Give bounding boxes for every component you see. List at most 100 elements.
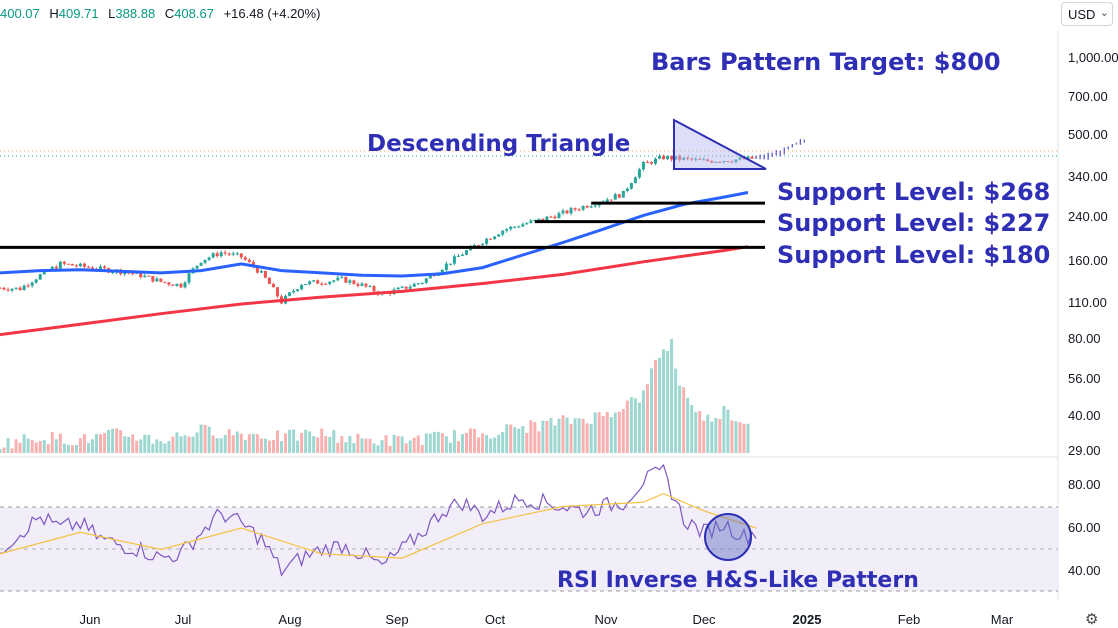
ma-slow-line — [0, 245, 749, 337]
candle-body — [493, 236, 497, 240]
low-label: L — [108, 6, 116, 21]
volume-bar — [525, 432, 529, 453]
candle-body — [489, 238, 493, 240]
time-tick-label: Mar — [991, 612, 1014, 627]
candle-body — [18, 287, 22, 291]
volume-bar — [62, 443, 66, 453]
candle-body — [625, 188, 629, 191]
volume-bar — [364, 438, 368, 453]
volume-bar — [34, 442, 38, 453]
volume-bar — [726, 409, 730, 453]
candle-body — [247, 259, 251, 262]
volume-bar — [529, 420, 533, 453]
volume-bar — [505, 424, 509, 453]
volume-bar — [384, 435, 388, 453]
candle-body — [308, 281, 312, 285]
candle-body — [473, 245, 477, 247]
volume-bar — [280, 441, 284, 453]
candle-body — [694, 158, 698, 160]
candle-body — [203, 259, 207, 263]
volume-bar — [609, 417, 613, 453]
volume-bar — [42, 440, 46, 453]
time-tick-label: Dec — [692, 612, 716, 627]
candle-body — [485, 238, 489, 244]
candle-body — [215, 253, 219, 257]
volume-bar — [722, 405, 726, 453]
volume-bar — [66, 444, 70, 453]
volume-bar — [344, 442, 348, 453]
volume-bar — [537, 431, 541, 453]
candle-body — [710, 160, 714, 163]
candle-body — [734, 159, 738, 163]
change-value: +16.48 (+4.20%) — [223, 6, 321, 21]
candle-body — [682, 157, 686, 160]
volume-bar — [633, 398, 637, 453]
candle-body — [62, 261, 66, 264]
rsi-line — [0, 463, 757, 577]
candle-body — [460, 254, 464, 256]
candle-body — [545, 216, 549, 221]
candle-body — [155, 278, 159, 282]
volume-bar — [151, 443, 155, 453]
volume-bar — [328, 437, 332, 453]
candle-body — [103, 266, 107, 269]
volume-bar — [577, 418, 581, 453]
volume-bar — [235, 431, 239, 453]
volume-bar — [561, 415, 565, 453]
volume-bar — [545, 420, 549, 453]
candle-body — [581, 206, 585, 210]
volume-bar — [22, 434, 26, 453]
volume-bars — [0, 339, 750, 453]
volume-bar — [489, 438, 493, 453]
candle-body — [179, 283, 183, 288]
volume-bar — [58, 433, 62, 453]
indicator-lines — [0, 191, 757, 577]
time-tick-label: 2025 — [793, 612, 822, 627]
volume-bar — [686, 397, 690, 453]
price-tick-label: 1,000.00 — [1068, 50, 1118, 65]
settings-icon[interactable]: ⚙ — [1085, 611, 1099, 628]
volume-bar — [360, 438, 364, 453]
candle-body — [477, 245, 481, 247]
volume-bar — [247, 434, 251, 453]
volume-bar — [167, 440, 171, 453]
volume-bar — [271, 439, 275, 453]
candle-body — [420, 282, 424, 284]
volume-bar — [553, 425, 557, 453]
price-tick-label: 240.00 — [1068, 209, 1108, 224]
candle-body — [428, 274, 432, 279]
candle-body — [316, 280, 320, 284]
volume-bar — [183, 435, 187, 453]
currency-select[interactable]: USD ⌄ — [1061, 2, 1113, 26]
volume-bar — [420, 444, 424, 453]
rsi-tick-label: 40.00 — [1068, 563, 1101, 578]
volume-bar — [742, 423, 746, 453]
volume-bar — [605, 412, 609, 453]
volume-bar — [30, 440, 34, 453]
volume-bar — [127, 436, 131, 453]
candle-body — [730, 161, 734, 163]
candle-body — [332, 280, 336, 282]
rsi-tick-label: 60.00 — [1068, 520, 1101, 535]
candle-body — [187, 273, 191, 283]
volume-bar — [460, 434, 464, 453]
candle-body — [750, 156, 754, 159]
volume-bar — [187, 436, 191, 453]
volume-bar — [239, 433, 243, 453]
volume-bar — [0, 449, 2, 453]
volume-bar — [597, 412, 601, 453]
volume-bar — [533, 421, 537, 453]
candle-body — [30, 282, 34, 286]
candle-body — [408, 286, 412, 289]
candle-body — [352, 280, 356, 285]
volume-bar — [404, 443, 408, 453]
candle-body — [577, 209, 581, 211]
candle-body — [686, 157, 690, 159]
time-tick-label: Feb — [898, 612, 920, 627]
candle-body — [296, 289, 300, 291]
volume-bar — [549, 417, 553, 453]
candle-body — [167, 282, 171, 285]
volume-bar — [215, 438, 219, 453]
candle-body — [722, 160, 726, 163]
